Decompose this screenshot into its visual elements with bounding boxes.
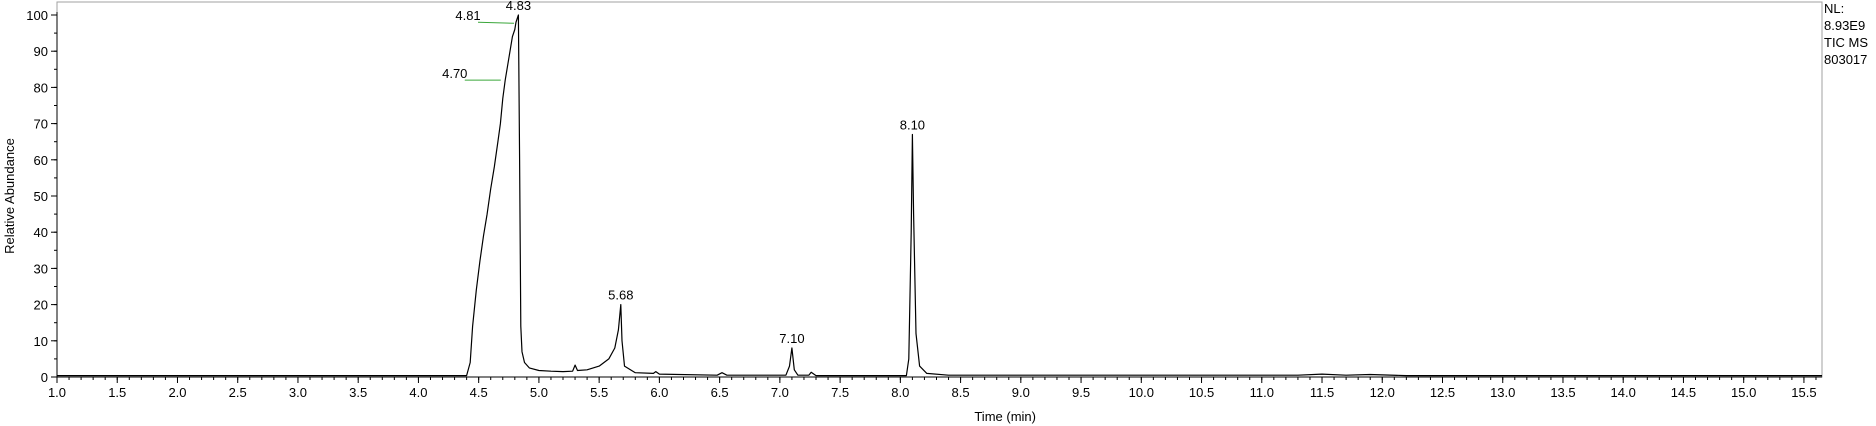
x-tick-label: 4.5 — [470, 385, 488, 400]
x-tick-label: 5.5 — [590, 385, 608, 400]
x-tick-label: 2.5 — [229, 385, 247, 400]
info-line: 8.93E9 — [1824, 18, 1865, 33]
x-tick-label: 11.5 — [1310, 385, 1334, 400]
tic-trace — [57, 14, 1822, 377]
x-tick-label: 10.5 — [1189, 385, 1214, 400]
x-tick-label: 3.0 — [289, 385, 307, 400]
y-tick-label: 60 — [34, 153, 48, 168]
y-axis-title: Relative Abundance — [2, 138, 17, 254]
peak-label: 4.83 — [506, 0, 531, 13]
x-tick-label: 15.0 — [1731, 385, 1756, 400]
y-tick-label: 0 — [41, 370, 48, 385]
y-tick-label: 50 — [34, 189, 48, 204]
peak-label: 4.81 — [455, 8, 480, 23]
x-tick-label: 8.5 — [952, 385, 970, 400]
x-tick-label: 12.0 — [1370, 385, 1395, 400]
y-tick-label: 80 — [34, 80, 48, 95]
x-tick-label: 12.5 — [1430, 385, 1455, 400]
y-tick-label: 100 — [26, 8, 48, 23]
x-tick-label: 4.0 — [409, 385, 427, 400]
x-axis-title: Time (min) — [974, 409, 1036, 424]
info-line: NL: — [1824, 1, 1844, 16]
x-tick-label: 7.0 — [771, 385, 789, 400]
x-tick-label: 1.0 — [48, 385, 66, 400]
x-tick-label: 13.5 — [1550, 385, 1575, 400]
plot-frame — [56, 1, 1823, 378]
x-tick-label: 5.0 — [530, 385, 548, 400]
peak-labels-layer: 4.83 4.81 4.70 5.68 7.10 8.10 — [442, 0, 925, 346]
x-tick-label: 9.5 — [1072, 385, 1090, 400]
peak-label: 8.10 — [900, 117, 925, 132]
x-tick-label: 3.5 — [349, 385, 367, 400]
series-layer — [57, 14, 1822, 377]
x-tick-label: 14.5 — [1671, 385, 1696, 400]
y-tick-label: 40 — [34, 225, 48, 240]
info-line: 803017 — [1824, 52, 1867, 67]
peak-label: 7.10 — [779, 331, 804, 346]
x-tick-label: 6.0 — [650, 385, 668, 400]
normalization-info: NL: 8.93E9 TIC MS 803017 — [1824, 1, 1868, 67]
x-tick-label: 2.0 — [168, 385, 186, 400]
x-tick-label: 6.5 — [711, 385, 729, 400]
y-tick-label: 10 — [34, 334, 48, 349]
x-tick-label: 11.0 — [1250, 385, 1274, 400]
x-tick-label: 10.0 — [1129, 385, 1154, 400]
y-tick-label: 90 — [34, 44, 48, 59]
x-tick-label: 15.5 — [1791, 385, 1816, 400]
y-tick-label: 30 — [34, 261, 48, 276]
axes-layer: 1.0 1.5 2.0 2.5 3.0 3.5 4.0 4.5 5.0 5.5 6.0 6.5 7.0 7… — [26, 1, 1823, 400]
peak-label: 5.68 — [608, 288, 633, 303]
x-tick-label: 1.5 — [108, 385, 126, 400]
x-tick-label: 9.0 — [1012, 385, 1030, 400]
x-tick-label: 13.0 — [1490, 385, 1515, 400]
x-tick-label: 14.0 — [1611, 385, 1636, 400]
info-line: TIC MS — [1824, 35, 1868, 50]
peak-label: 4.70 — [442, 66, 467, 81]
x-tick-label: 7.5 — [831, 385, 849, 400]
x-tick-label: 8.0 — [891, 385, 909, 400]
y-tick-label: 20 — [34, 298, 48, 313]
peak-leader-line — [478, 21, 515, 24]
y-tick-label: 70 — [34, 117, 48, 132]
